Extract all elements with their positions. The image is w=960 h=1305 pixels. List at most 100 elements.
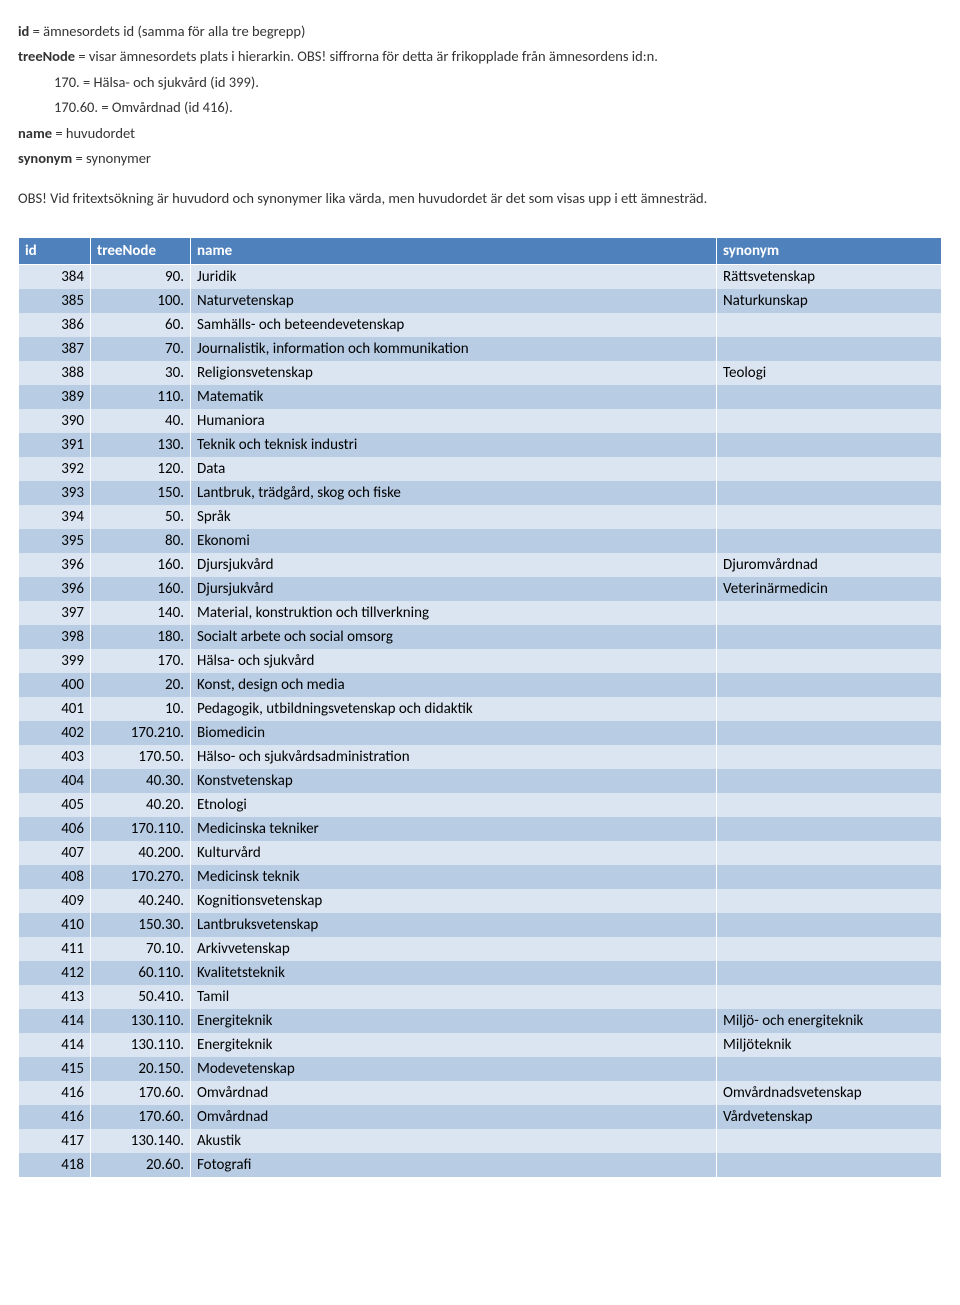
intro-label-name: name [18,124,52,142]
cell-treenode: 170.270. [91,865,191,889]
cell-treenode: 100. [91,289,191,313]
cell-id: 400 [19,673,91,697]
cell-treenode: 60. [91,313,191,337]
cell-synonym: Miljöteknik [717,1033,942,1057]
cell-name: Matematik [191,385,717,409]
th-name: name [191,238,717,265]
table-row: 396160.DjursjukvårdVeterinärmedicin [19,577,942,601]
cell-treenode: 40.30. [91,769,191,793]
cell-id: 401 [19,697,91,721]
cell-name: Samhälls- och beteendevetenskap [191,313,717,337]
cell-id: 405 [19,793,91,817]
cell-name: Energiteknik [191,1033,717,1057]
cell-id: 397 [19,601,91,625]
cell-name: Hälso- och sjukvårdsadministration [191,745,717,769]
table-row: 402170.210.Biomedicin [19,721,942,745]
cell-name: Tamil [191,985,717,1009]
cell-synonym [717,529,942,553]
cell-synonym [717,1153,942,1177]
cell-synonym [717,793,942,817]
cell-treenode: 50.410. [91,985,191,1009]
cell-name: Medicinsk teknik [191,865,717,889]
cell-name: Djursjukvård [191,553,717,577]
cell-treenode: 70. [91,337,191,361]
table-row: 39450.Språk [19,505,942,529]
table-row: 40110.Pedagogik, utbildningsvetenskap oc… [19,697,942,721]
cell-treenode: 160. [91,577,191,601]
table-row: 396160.DjursjukvårdDjuromvårdnad [19,553,942,577]
cell-name: Fotografi [191,1153,717,1177]
intro-line-2: treeNode = visar ämnesordets plats i hie… [18,45,942,67]
cell-treenode: 20.150. [91,1057,191,1081]
intro-label-synonym: synonym [18,149,72,167]
table-row: 38770.Journalistik, information och komm… [19,337,942,361]
cell-name: Lantbruksvetenskap [191,913,717,937]
table-row: 41820.60.Fotografi [19,1153,942,1177]
intro-line-7: OBS! Vid fritextsökning är huvudord och … [18,187,942,209]
cell-synonym [717,985,942,1009]
intro-text-1: = ämnesordets id (samma för alla tre beg… [29,22,305,40]
th-treenode: treeNode [91,238,191,265]
table-row: 41260.110.Kvalitetsteknik [19,961,942,985]
cell-id: 417 [19,1129,91,1153]
cell-id: 413 [19,985,91,1009]
table-row: 406170.110.Medicinska tekniker [19,817,942,841]
cell-synonym [717,913,942,937]
table-row: 403170.50.Hälso- och sjukvårdsadministra… [19,745,942,769]
cell-id: 398 [19,625,91,649]
cell-treenode: 130.110. [91,1033,191,1057]
cell-id: 393 [19,481,91,505]
cell-synonym [717,313,942,337]
intro-text-6: = synonymer [72,149,151,167]
table-row: 39580.Ekonomi [19,529,942,553]
cell-synonym: Djuromvårdnad [717,553,942,577]
cell-id: 414 [19,1009,91,1033]
cell-id: 385 [19,289,91,313]
cell-name: Djursjukvård [191,577,717,601]
cell-treenode: 130.140. [91,1129,191,1153]
table-row: 399170.Hälsa- och sjukvård [19,649,942,673]
cell-id: 412 [19,961,91,985]
cell-synonym [717,937,942,961]
cell-synonym [717,505,942,529]
cell-name: Ekonomi [191,529,717,553]
cell-id: 386 [19,313,91,337]
cell-synonym [717,673,942,697]
table-row: 393150.Lantbruk, trädgård, skog och fisk… [19,481,942,505]
table-row: 40540.20.Etnologi [19,793,942,817]
cell-name: Kvalitetsteknik [191,961,717,985]
cell-name: Arkivvetenskap [191,937,717,961]
cell-name: Journalistik, information och kommunikat… [191,337,717,361]
cell-treenode: 20. [91,673,191,697]
cell-treenode: 170.110. [91,817,191,841]
table-header-row: id treeNode name synonym [19,238,942,265]
cell-synonym [717,649,942,673]
th-synonym: synonym [717,238,942,265]
intro-line-4: 170.60. = Omvårdnad (id 416). [18,96,942,118]
cell-synonym: Naturkunskap [717,289,942,313]
cell-name: Kognitionsvetenskap [191,889,717,913]
cell-synonym [717,745,942,769]
table-row: 40740.200.Kulturvård [19,841,942,865]
cell-name: Socialt arbete och social omsorg [191,625,717,649]
table-row: 38490.JuridikRättsvetenskap [19,265,942,290]
cell-treenode: 70.10. [91,937,191,961]
cell-name: Naturvetenskap [191,289,717,313]
cell-name: Modevetenskap [191,1057,717,1081]
cell-treenode: 130.110. [91,1009,191,1033]
cell-treenode: 110. [91,385,191,409]
cell-id: 384 [19,265,91,290]
cell-treenode: 60.110. [91,961,191,985]
cell-treenode: 150. [91,481,191,505]
cell-synonym [717,1129,942,1153]
cell-treenode: 40.20. [91,793,191,817]
table-row: 41520.150.Modevetenskap [19,1057,942,1081]
table-row: 391130.Teknik och teknisk industri [19,433,942,457]
cell-synonym [717,817,942,841]
cell-treenode: 80. [91,529,191,553]
table-row: 398180.Socialt arbete och social omsorg [19,625,942,649]
intro-line-5: name = huvudordet [18,122,942,144]
cell-id: 396 [19,553,91,577]
cell-name: Pedagogik, utbildningsvetenskap och dida… [191,697,717,721]
table-row: 41350.410.Tamil [19,985,942,1009]
